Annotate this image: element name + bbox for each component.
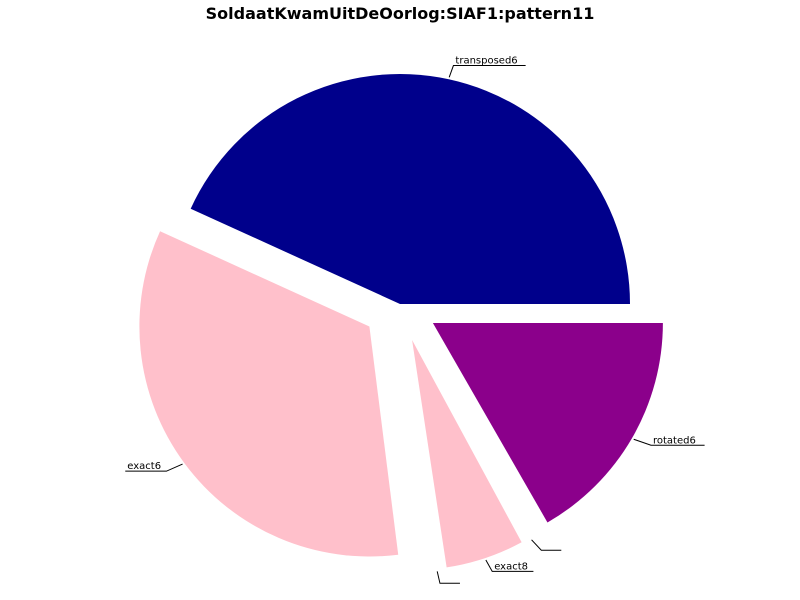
leader-line-unlabeled-3 [436,571,460,584]
slice-label-exact8: exact8 [494,561,528,572]
chart-title: SoldaatKwamUitDeOorlog:SIAF1:pattern11 [205,4,595,23]
leader-line-exact8-2 [485,559,534,572]
leader-line-unlabeled-1 [531,539,562,551]
leader-line-exact6-4 [125,463,183,472]
leader-line-rotated6-0 [633,438,705,446]
leader-line-transposed6-5 [448,65,526,78]
slice-label-exact6: exact6 [127,461,161,472]
pie-slice-transposed6-5 [190,74,630,304]
pie-slice-unlabeled-1 [418,337,534,540]
slice-label-rotated6: rotated6 [653,435,696,446]
pie-slice-exact6-4 [139,231,399,557]
pie-slice-rotated6-0 [432,323,663,523]
slice-label-transposed6: transposed6 [455,56,517,67]
pie-slice-unlabeled-3 [405,341,440,570]
pie-slice-exact8-2 [412,340,522,568]
